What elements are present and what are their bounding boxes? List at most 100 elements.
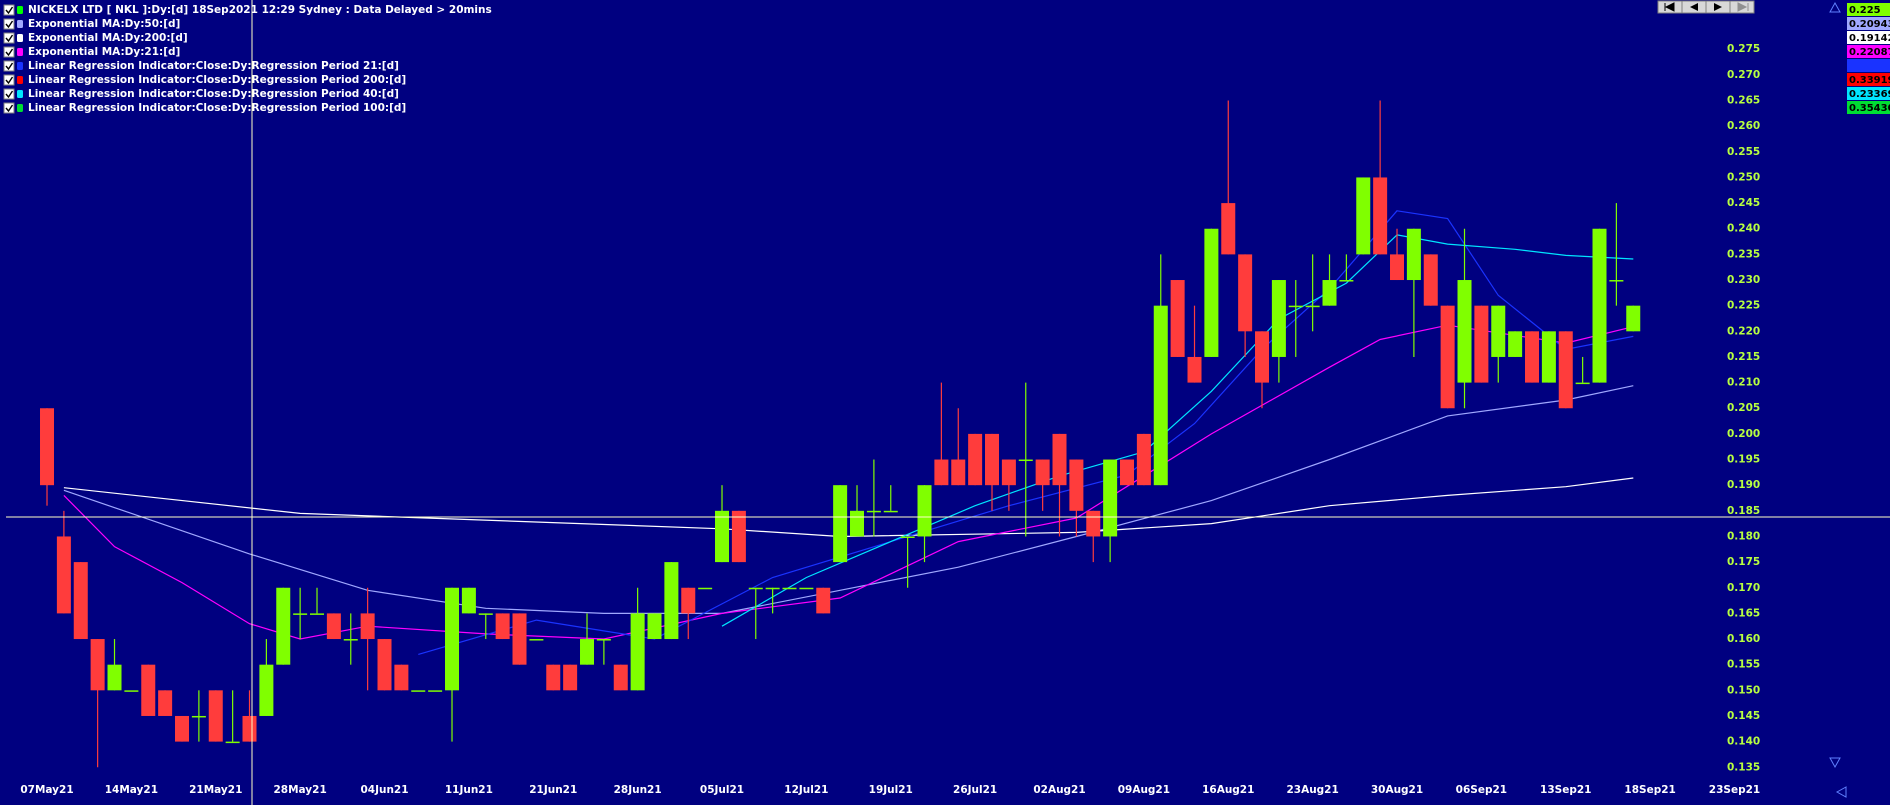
candle-body xyxy=(1103,459,1118,537)
candle-body xyxy=(445,587,460,691)
candle-body xyxy=(765,587,780,590)
checkbox[interactable] xyxy=(3,74,15,86)
candle-body xyxy=(1238,254,1253,332)
x-tick-label: 30Aug21 xyxy=(1371,784,1423,796)
legend-swatch xyxy=(17,34,23,42)
check-mark xyxy=(5,76,14,85)
candle-body xyxy=(934,459,949,486)
price-box xyxy=(1847,3,1890,16)
indicator-line xyxy=(418,210,1634,655)
candle-body xyxy=(1356,177,1371,255)
candle-body xyxy=(1525,331,1540,383)
candle-body xyxy=(208,690,223,742)
check-mark xyxy=(5,48,14,57)
scroll-right-icon[interactable] xyxy=(1835,786,1847,798)
candle-body xyxy=(1626,305,1641,332)
legend-swatch xyxy=(17,6,23,14)
candle-body xyxy=(1170,280,1185,357)
candle-body xyxy=(1457,280,1472,383)
y-tick-label: 0.185 xyxy=(1727,505,1760,517)
legend-label: Exponential MA:Dy:21:[d] xyxy=(28,46,180,58)
scroll-down-icon[interactable] xyxy=(1829,757,1841,769)
legend-label: Linear Regression Indicator:Close:Dy:Reg… xyxy=(28,74,406,86)
candle-body xyxy=(1474,305,1489,383)
candle-body xyxy=(1271,280,1286,357)
indicator-value-box xyxy=(1847,101,1890,114)
candle-body xyxy=(731,510,746,563)
candle-body xyxy=(681,587,696,614)
candle-body xyxy=(1086,510,1101,537)
legend-swatch xyxy=(17,62,23,70)
candle-body xyxy=(664,562,679,640)
candle-body xyxy=(394,664,409,691)
checkbox[interactable] xyxy=(3,4,15,16)
candle-body xyxy=(158,690,173,716)
x-tick-label: 28May21 xyxy=(273,784,326,796)
candle-body xyxy=(883,510,898,513)
candle-body xyxy=(1423,254,1438,306)
y-tick-label: 0.145 xyxy=(1727,710,1760,722)
indicator-value: 0.191428 xyxy=(1849,33,1890,44)
candle-body xyxy=(1322,280,1337,306)
check-mark xyxy=(5,20,14,29)
candle-body xyxy=(833,485,848,563)
indicator-value: 0.33919 xyxy=(1849,75,1890,86)
candle-body xyxy=(242,715,257,742)
candle-body xyxy=(191,715,206,718)
checkbox[interactable] xyxy=(3,32,15,44)
y-tick-label: 0.205 xyxy=(1727,402,1760,414)
y-tick-label: 0.230 xyxy=(1727,274,1760,286)
scroll-up-icon[interactable] xyxy=(1829,1,1841,13)
checkbox[interactable] xyxy=(3,88,15,100)
candle-body xyxy=(377,639,392,691)
candle-body xyxy=(326,613,341,640)
x-tick-label: 21Jun21 xyxy=(529,784,577,796)
legend-swatch xyxy=(17,20,23,28)
plot-area: 0.135 0.140 0.145 0.150 0.155 0.160 0.165 0.170… xyxy=(20,43,1760,796)
indicator-value: 0.23369 xyxy=(1849,89,1890,100)
y-tick-label: 0.190 xyxy=(1727,479,1760,491)
candle-body xyxy=(343,639,358,641)
y-tick-label: 0.245 xyxy=(1727,197,1760,209)
last-icon xyxy=(1737,2,1749,12)
legend-swatch xyxy=(17,48,23,56)
candle-body xyxy=(1305,305,1320,308)
x-tick-label: 19Jul21 xyxy=(869,784,913,796)
y-tick-label: 0.265 xyxy=(1727,95,1760,107)
y-tick-label: 0.215 xyxy=(1727,351,1760,363)
indicator-value-box xyxy=(1847,73,1890,86)
candle-body xyxy=(225,741,240,744)
indicator-value: 0.35430 xyxy=(1849,103,1890,114)
candle-body xyxy=(1255,331,1270,383)
check-mark xyxy=(5,6,14,15)
candle-body xyxy=(917,485,932,537)
candle-body xyxy=(293,613,308,615)
y-tick-label: 0.175 xyxy=(1727,556,1760,568)
candle-body xyxy=(495,613,510,640)
checkbox[interactable] xyxy=(3,18,15,30)
candle-body xyxy=(1592,228,1607,383)
candle-body xyxy=(816,587,831,614)
candle-body xyxy=(276,587,291,665)
checkbox[interactable] xyxy=(3,60,15,72)
legend-label: Linear Regression Indicator:Close:Dy:Reg… xyxy=(28,60,399,72)
candle-body xyxy=(1136,433,1151,486)
checkbox[interactable] xyxy=(3,102,15,114)
candle-body xyxy=(630,613,645,691)
candle-body xyxy=(546,664,561,691)
check-mark xyxy=(5,62,14,71)
x-tick-label: 16Aug21 xyxy=(1202,784,1254,796)
indicator-line xyxy=(63,324,1634,640)
navigation-buttons xyxy=(1657,0,1755,14)
candle-body xyxy=(563,664,578,691)
y-tick-label: 0.275 xyxy=(1727,43,1760,55)
candle-body xyxy=(580,639,595,665)
legend-label: Exponential MA:Dy:200:[d] xyxy=(28,32,188,44)
checkbox[interactable] xyxy=(3,46,15,58)
legend-label: Linear Regression Indicator:Close:Dy:Reg… xyxy=(28,102,406,114)
candle-body xyxy=(310,613,325,615)
candle-body xyxy=(647,613,662,640)
candle-body xyxy=(529,639,544,641)
